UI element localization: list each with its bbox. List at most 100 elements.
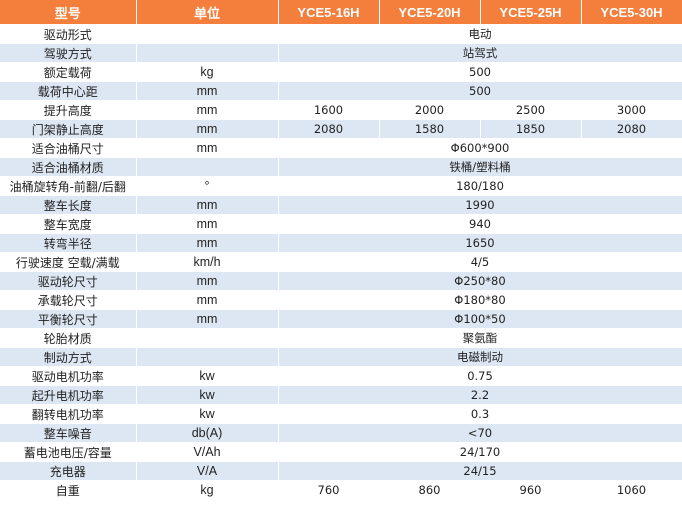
spec-value: 铁桶/塑料桶: [278, 157, 682, 177]
table-row: 油桶旋转角-前翻/后翻 ° 180/180: [0, 176, 682, 196]
header-unit: 单位: [136, 0, 279, 25]
spec-value: Φ100*50: [278, 309, 682, 329]
spec-unit: kg: [136, 62, 279, 82]
table-row: 自重 kg 760 860 960 1060: [0, 480, 682, 500]
spec-unit: [136, 328, 279, 348]
table-row: 载荷中心距 mm 500: [0, 81, 682, 101]
table-row: 平衡轮尺寸 mm Φ100*50: [0, 309, 682, 329]
spec-name: 驾驶方式: [0, 43, 137, 63]
table-row: 驱动电机功率 kw 0.75: [0, 366, 682, 386]
spec-name: 整车宽度: [0, 214, 137, 234]
spec-value: Φ600*900: [278, 138, 682, 158]
spec-unit: V/Ah: [136, 442, 279, 462]
header-row: 型号 单位 YCE5-16H YCE5-20H YCE5-25H YCE5-30…: [0, 0, 682, 25]
table-row: 蓄电池电压/容量 V/Ah 24/170: [0, 442, 682, 462]
table-row: 驾驶方式 站驾式: [0, 43, 682, 63]
table-row: 整车噪音 db(A) <70: [0, 423, 682, 443]
spec-value: 2080: [581, 119, 682, 139]
spec-value: 3000: [581, 100, 682, 120]
spec-name: 驱动电机功率: [0, 366, 137, 386]
spec-unit: mm: [136, 290, 279, 310]
spec-name: 充电器: [0, 461, 137, 481]
spec-name: 油桶旋转角-前翻/后翻: [0, 176, 137, 196]
spec-unit: km/h: [136, 252, 279, 272]
spec-value: 1060: [581, 480, 682, 500]
spec-unit: db(A): [136, 423, 279, 443]
spec-value: 2.2: [278, 385, 682, 405]
table-row: 额定载荷 kg 500: [0, 62, 682, 82]
table-row: 转弯半径 mm 1650: [0, 233, 682, 253]
spec-value: 聚氨酯: [278, 328, 682, 348]
table-row: 承载轮尺寸 mm Φ180*80: [0, 290, 682, 310]
spec-value: 24/170: [278, 442, 682, 462]
spec-value: 1990: [278, 195, 682, 215]
table-row: 翻转电机功率 kw 0.3: [0, 404, 682, 424]
table-row: 行驶速度 空载/满载 km/h 4/5: [0, 252, 682, 272]
spec-name: 平衡轮尺寸: [0, 309, 137, 329]
table-row: 起升电机功率 kw 2.2: [0, 385, 682, 405]
table-header: 型号 单位 YCE5-16H YCE5-20H YCE5-25H YCE5-30…: [0, 0, 682, 25]
table-row: 充电器 V/A 24/15: [0, 461, 682, 481]
spec-value: 1580: [379, 119, 481, 139]
spec-value: 电动: [278, 24, 682, 44]
spec-name: 蓄电池电压/容量: [0, 442, 137, 462]
spec-name: 驱动形式: [0, 24, 137, 44]
spec-unit: mm: [136, 214, 279, 234]
spec-value: Φ250*80: [278, 271, 682, 291]
header-model: 型号: [0, 0, 137, 25]
spec-value: 500: [278, 81, 682, 101]
spec-name: 起升电机功率: [0, 385, 137, 405]
spec-name: 额定载荷: [0, 62, 137, 82]
spec-unit: [136, 157, 279, 177]
spec-name: 行驶速度 空载/满载: [0, 252, 137, 272]
spec-unit: [136, 43, 279, 63]
spec-value: <70: [278, 423, 682, 443]
spec-value: 500: [278, 62, 682, 82]
spec-unit: kg: [136, 480, 279, 500]
spec-unit: kw: [136, 366, 279, 386]
spec-value: 2000: [379, 100, 481, 120]
header-model-2: YCE5-20H: [379, 0, 481, 25]
table-row: 整车宽度 mm 940: [0, 214, 682, 234]
spec-name: 驱动轮尺寸: [0, 271, 137, 291]
header-model-4: YCE5-30H: [581, 0, 682, 25]
spec-unit: [136, 347, 279, 367]
spec-name: 轮胎材质: [0, 328, 137, 348]
table-row: 制动方式 电磁制动: [0, 347, 682, 367]
spec-unit: V/A: [136, 461, 279, 481]
table-row: 整车长度 mm 1990: [0, 195, 682, 215]
spec-value: 2500: [480, 100, 582, 120]
spec-value: 940: [278, 214, 682, 234]
table-row: 轮胎材质 聚氨酯: [0, 328, 682, 348]
table-row: 提升高度 mm 1600 2000 2500 3000: [0, 100, 682, 120]
spec-unit: mm: [136, 195, 279, 215]
spec-name: 制动方式: [0, 347, 137, 367]
spec-unit: mm: [136, 309, 279, 329]
spec-value: 电磁制动: [278, 347, 682, 367]
spec-value: 1600: [278, 100, 380, 120]
spec-name: 载荷中心距: [0, 81, 137, 101]
spec-name: 适合油桶材质: [0, 157, 137, 177]
spec-name: 承载轮尺寸: [0, 290, 137, 310]
spec-value: Φ180*80: [278, 290, 682, 310]
spec-unit: mm: [136, 233, 279, 253]
table-row: 门架静止高度 mm 2080 1580 1850 2080: [0, 119, 682, 139]
table-row: 驱动形式 电动: [0, 24, 682, 44]
spec-unit: mm: [136, 271, 279, 291]
spec-unit: kw: [136, 404, 279, 424]
table-body: 驱动形式 电动 驾驶方式 站驾式 额定载荷 kg 500 载荷中心距 mm 500 提升高度 mm 16…: [0, 24, 682, 500]
spec-name: 转弯半径: [0, 233, 137, 253]
spec-value: 0.3: [278, 404, 682, 424]
spec-unit: °: [136, 176, 279, 196]
spec-value: 180/180: [278, 176, 682, 196]
spec-unit: kw: [136, 385, 279, 405]
spec-unit: mm: [136, 100, 279, 120]
spec-name: 翻转电机功率: [0, 404, 137, 424]
spec-unit: mm: [136, 138, 279, 158]
header-model-1: YCE5-16H: [278, 0, 380, 25]
spec-unit: mm: [136, 81, 279, 101]
spec-name: 适合油桶尺寸: [0, 138, 137, 158]
spec-value: 1850: [480, 119, 582, 139]
spec-value: 站驾式: [278, 43, 682, 63]
